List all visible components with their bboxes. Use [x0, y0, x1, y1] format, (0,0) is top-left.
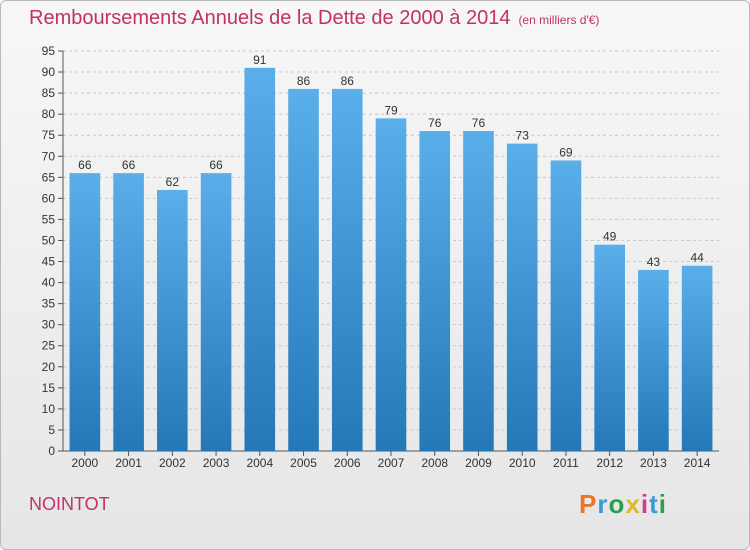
- x-tick-label: 2007: [378, 456, 405, 470]
- data-label: 79: [384, 103, 398, 117]
- brand-logo: Proxiti: [579, 489, 667, 520]
- x-tick-label: 2009: [465, 456, 492, 470]
- data-label: 44: [690, 251, 704, 265]
- y-tick-label: 45: [42, 255, 56, 269]
- y-tick-label: 90: [42, 65, 56, 79]
- y-tick-label: 20: [42, 360, 56, 374]
- brand-letter: r: [597, 489, 609, 519]
- y-tick-label: 70: [42, 149, 56, 163]
- chart-title-text: Remboursements Annuels de la Dette de 20…: [29, 7, 511, 29]
- data-label: 86: [297, 74, 311, 88]
- bar: [113, 173, 144, 451]
- data-label: 76: [428, 116, 442, 130]
- x-tick-label: 2006: [334, 456, 361, 470]
- bar: [331, 88, 363, 451]
- x-tick-label: 2011: [553, 456, 579, 470]
- x-tick-label: 2003: [203, 456, 230, 470]
- y-tick-label: 15: [42, 381, 56, 395]
- bar: [550, 160, 582, 451]
- bar: [375, 118, 407, 452]
- bar: [157, 189, 188, 451]
- bar: [638, 269, 669, 451]
- chart-title: Remboursements Annuels de la Dette de 20…: [29, 7, 599, 30]
- brand-letter: o: [608, 489, 626, 519]
- y-tick-label: 95: [42, 44, 56, 58]
- bar: [463, 131, 494, 451]
- brand-letter: i: [658, 489, 667, 519]
- data-label: 66: [122, 158, 136, 172]
- data-label: 69: [559, 145, 573, 159]
- x-tick-label: 2013: [640, 456, 667, 470]
- data-label: 91: [253, 53, 267, 67]
- bars: [69, 67, 713, 452]
- y-tick-label: 60: [42, 191, 56, 205]
- data-label: 62: [166, 175, 180, 189]
- x-tick-label: 2010: [509, 456, 536, 470]
- y-tick-label: 65: [42, 170, 56, 184]
- bar: [506, 143, 538, 451]
- data-label: 76: [472, 116, 486, 130]
- brand-letter: x: [625, 489, 641, 519]
- x-tick-label: 2005: [290, 456, 317, 470]
- data-label: 73: [516, 129, 530, 143]
- bar: [288, 88, 319, 451]
- y-tick-label: 10: [42, 402, 56, 416]
- data-label: 49: [603, 230, 617, 244]
- y-tick-label: 40: [42, 276, 56, 290]
- y-tick-label: 50: [42, 233, 56, 247]
- brand-letter: t: [649, 489, 659, 519]
- y-tick-label: 85: [42, 86, 56, 100]
- x-tick-label: 2014: [684, 456, 711, 470]
- y-tick-label: 80: [42, 107, 56, 121]
- x-tick-label: 2008: [421, 456, 448, 470]
- bar: [69, 173, 101, 451]
- x-tick-label: 2004: [246, 456, 273, 470]
- labels: 0 5 10 15 20 25 30 35 40 45 50 55 60 65 70 75 80 85 90 95 66…: [42, 44, 711, 470]
- y-tick-label: 0: [48, 444, 55, 458]
- bar: [244, 67, 276, 451]
- bar: [681, 265, 713, 451]
- data-label: 86: [341, 74, 355, 88]
- y-tick-label: 55: [42, 212, 56, 226]
- bar: [419, 131, 451, 451]
- x-tick-label: 2002: [159, 456, 186, 470]
- data-label: 66: [209, 158, 223, 172]
- brand-letter: i: [640, 489, 650, 519]
- y-tick-label: 75: [42, 128, 56, 142]
- bar: [594, 244, 625, 451]
- y-tick-label: 25: [42, 339, 56, 353]
- data-label: 66: [78, 158, 92, 172]
- y-tick-label: 30: [42, 318, 56, 332]
- x-tick-label: 2001: [115, 456, 142, 470]
- y-tick-label: 5: [48, 423, 55, 437]
- x-tick-label: 2012: [596, 456, 623, 470]
- data-label: 43: [647, 255, 661, 269]
- x-tick-label: 2000: [72, 456, 99, 470]
- brand-letter: P: [579, 489, 598, 519]
- y-tick-label: 35: [42, 297, 56, 311]
- bar: [200, 173, 232, 451]
- place-name: NOINTOT: [29, 494, 110, 514]
- chart-unit: (en milliers d'€): [518, 13, 600, 27]
